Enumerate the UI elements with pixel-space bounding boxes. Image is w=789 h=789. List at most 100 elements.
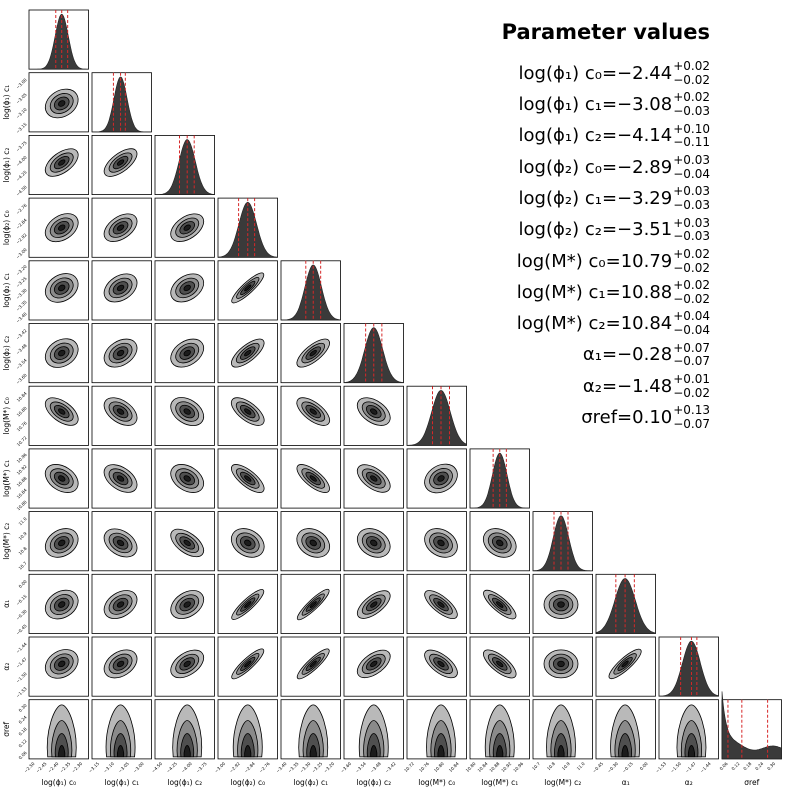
x-tick-label: −3.00 [214, 761, 227, 774]
y-axis-label: log(ϕ₂) c₀ [2, 210, 11, 245]
y-tick-label: −0.30 [15, 608, 28, 621]
y-tick-label: −3.48 [15, 343, 28, 356]
contour-panel [91, 260, 152, 321]
contour-panel [406, 699, 467, 760]
contour-level [58, 408, 66, 415]
contour-panel [154, 323, 215, 384]
contour-panel [469, 573, 530, 634]
x-tick-label: 0.30 [766, 761, 776, 771]
x-tick-label: 10.72 [403, 761, 415, 773]
contour-panel [280, 699, 341, 760]
contour-panel [91, 636, 152, 697]
contour-panel [217, 636, 278, 697]
contour-level [183, 475, 191, 482]
contour-panel [280, 448, 341, 509]
parameter-median: −2.44 [617, 62, 673, 84]
x-axis-label: log(M*) c₀ [418, 778, 455, 787]
x-axis-label: σref [744, 778, 759, 787]
contour-panel [217, 448, 278, 509]
contour-level [370, 601, 378, 608]
lower-error: −0.03 [673, 197, 710, 212]
parameter-label: log(ϕ₂) c₂ [518, 219, 602, 241]
contour-panel [343, 699, 404, 760]
contour-level [309, 601, 317, 609]
x-tick-label: 10.9 [561, 761, 571, 771]
histogram [532, 515, 593, 572]
contour-panel [217, 511, 278, 572]
x-axis-label: log(ϕ₂) c₁ [293, 778, 328, 787]
lower-error: −0.02 [673, 291, 710, 306]
contour-level [370, 745, 378, 758]
y-tick-label: 10.8 [18, 546, 28, 556]
x-tick-label: 10.7 [531, 761, 541, 771]
histogram [658, 640, 719, 697]
contour-panel [154, 699, 215, 760]
contour-panel [28, 260, 89, 321]
histogram-panel [154, 134, 215, 195]
y-tick-label: −2.92 [15, 232, 28, 245]
contour-level [309, 539, 317, 547]
histogram [595, 578, 656, 634]
y-tick-label: 10.84 [16, 391, 28, 403]
contour-level [183, 539, 191, 547]
y-tick-label: −1.47 [15, 656, 28, 669]
contour-level [370, 539, 378, 547]
parameter-median: 10.88 [620, 281, 673, 303]
histogram [281, 264, 341, 321]
contour-level [496, 745, 504, 758]
contour-panel [28, 511, 89, 572]
y-tick-label: −4.25 [15, 169, 28, 182]
y-tick-label: −1.50 [15, 671, 28, 684]
contour-level [437, 660, 445, 668]
x-tick-label: 10.84 [448, 761, 460, 773]
contour-level [116, 475, 125, 482]
panel-frame [91, 134, 152, 195]
x-axis-label: log(ϕ₁) c₂ [167, 778, 202, 787]
contour-panel [217, 573, 278, 634]
x-tick-label: −1.50 [669, 761, 682, 774]
parameter-median: 10.79 [620, 250, 673, 272]
parameter-value-row: log(ϕ₁) c₂ = −4.14 +0.10 −0.11 [519, 122, 710, 151]
x-tick-label: −4.00 [180, 761, 193, 774]
contour-level [244, 539, 252, 547]
parameter-median: −3.08 [617, 94, 673, 116]
y-tick-label: −4.50 [15, 184, 28, 197]
contour-panel [406, 636, 467, 697]
histogram [155, 139, 215, 195]
y-tick-label: −2.76 [15, 202, 28, 215]
contour-panel [280, 636, 341, 697]
upper-error: +0.03 [673, 184, 710, 199]
upper-error: +0.02 [673, 278, 710, 293]
x-tick-label: −1.44 [699, 761, 712, 774]
equals-sign: = [601, 125, 618, 147]
contour-level [183, 349, 191, 357]
x-tick-label: −3.35 [287, 761, 300, 774]
parameter-errors: +0.03 −0.03 [673, 184, 710, 213]
parameter-value-row: log(M*) c₂ = 10.84 +0.04 −0.04 [517, 310, 710, 338]
equals-sign: = [605, 250, 621, 272]
parameter-errors: +0.07 −0.07 [673, 341, 710, 370]
contour-panel [532, 699, 593, 760]
contour-level [58, 539, 66, 547]
x-tick-label: 10.92 [500, 761, 512, 773]
contour-panel [91, 699, 152, 760]
equals-sign: = [601, 156, 618, 178]
contour-panel [91, 134, 152, 195]
x-axis-label: log(ϕ₂) c₀ [230, 778, 265, 787]
histogram-panel [532, 511, 593, 572]
parameter-errors: +0.03 −0.03 [673, 216, 710, 245]
y-tick-label: 10.84 [16, 487, 28, 499]
x-tick-label: −3.60 [340, 761, 353, 774]
contour-panel [532, 573, 593, 634]
x-tick-label: −2.45 [35, 761, 48, 774]
contour-panel [343, 385, 404, 446]
contour-level [309, 745, 317, 758]
contour-panel [154, 448, 215, 509]
y-tick-label: −3.00 [15, 247, 28, 260]
parameter-median: 0.10 [632, 407, 673, 429]
y-axis-label: log(M*) c₁ [2, 460, 11, 497]
contour-panel [406, 448, 467, 509]
y-tick-label: 10.88 [16, 475, 28, 487]
y-tick-label: −1.53 [15, 686, 28, 699]
contour-level [58, 745, 66, 758]
